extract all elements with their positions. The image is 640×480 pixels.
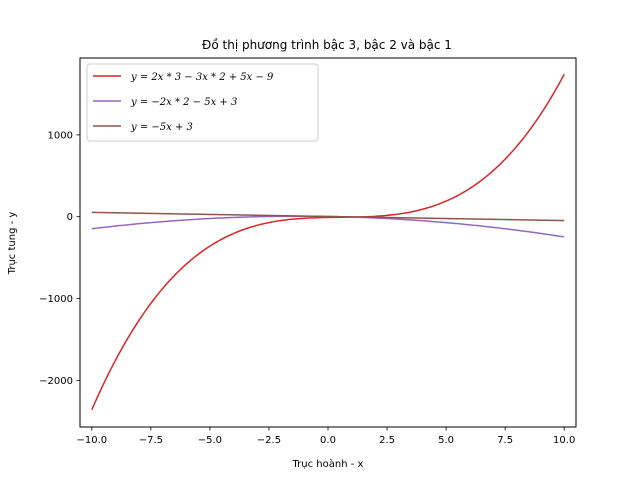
series-line-3 [91, 211, 565, 222]
chart-title: Đồ thị phương trình bậc 3, bậc 2 và bậc … [202, 38, 452, 52]
legend-label-3: y = −5x + 3 [130, 122, 193, 133]
series-line-1 [91, 73, 565, 411]
y-tick-label: −1000 [39, 294, 73, 305]
y-tick-label: 1000 [48, 130, 73, 141]
legend-label-1: y = 2x * 3 − 3x * 2 + 5x − 9 [130, 72, 274, 83]
x-axis-title: Trục hoành - x [292, 458, 364, 470]
x-tick-label: 5.0 [438, 435, 454, 446]
x-tick-label: 0.0 [320, 435, 336, 446]
x-tick-label: 10.0 [553, 435, 575, 446]
x-tick-label: −7.5 [139, 435, 163, 446]
series-layer [91, 73, 565, 411]
x-tick-label: −5.0 [198, 435, 222, 446]
x-tick-label: 2.5 [379, 435, 395, 446]
x-tick-label: 7.5 [497, 435, 513, 446]
x-axis: −10.0 −7.5 −5.0 −2.5 0.0 2.5 5.0 7.5 10.0 [76, 427, 575, 446]
y-tick-label: −2000 [39, 376, 73, 387]
legend-box [86, 63, 319, 142]
x-tick-label: −2.5 [257, 435, 281, 446]
y-axis: −2000 −1000 0 1000 [39, 130, 80, 387]
y-axis-title: Trục tung - y [7, 212, 18, 276]
legend: y = 2x * 3 − 3x * 2 + 5x − 9 y = −2x * 2 … [86, 63, 319, 142]
legend-label-2: y = −2x * 2 − 5x + 3 [130, 97, 237, 108]
x-tick-label: −10.0 [76, 435, 107, 446]
y-tick-label: 0 [67, 212, 73, 223]
